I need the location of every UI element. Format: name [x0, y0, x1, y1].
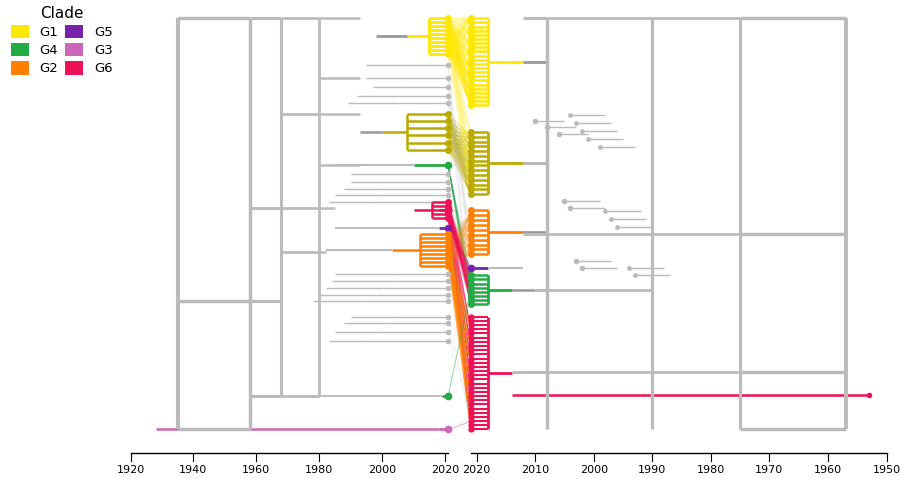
Text: 2020: 2020: [463, 465, 491, 475]
Text: 2000: 2000: [368, 465, 396, 475]
Text: 1920: 1920: [116, 465, 145, 475]
Text: 1960: 1960: [242, 465, 270, 475]
Text: 1980: 1980: [697, 465, 724, 475]
Text: 1970: 1970: [755, 465, 784, 475]
Text: 1950: 1950: [872, 465, 900, 475]
Text: 1960: 1960: [814, 465, 842, 475]
Legend: G1, G4, G2, G5, G3, G6: G1, G4, G2, G5, G3, G6: [6, 2, 117, 79]
Text: 1940: 1940: [179, 465, 208, 475]
Text: 1990: 1990: [638, 465, 666, 475]
Text: 2020: 2020: [431, 465, 459, 475]
Text: 2000: 2000: [580, 465, 608, 475]
Text: 1980: 1980: [305, 465, 333, 475]
Text: 2010: 2010: [521, 465, 549, 475]
